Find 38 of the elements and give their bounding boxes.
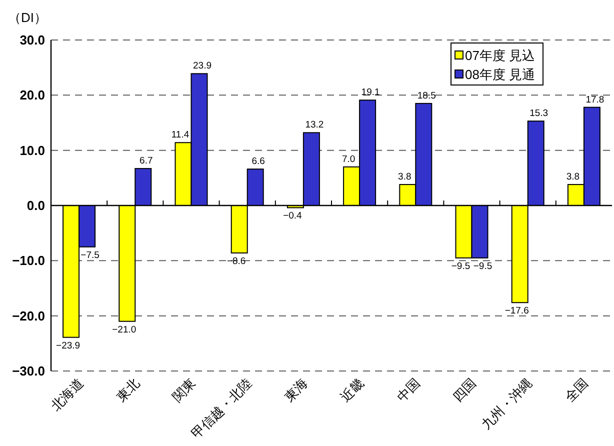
data-label: 3.8 [398,172,412,183]
y-axis-title: （DI） [8,10,47,25]
y-tick-label: 10.0 [20,142,45,158]
data-label: −9.5 [473,260,492,272]
data-label: 13.2 [305,120,324,131]
x-tick-label: 四国 [450,376,479,405]
y-tick-label: −20.0 [12,308,45,324]
data-label: 7.0 [342,154,356,165]
x-tick-label: 全国 [562,376,592,405]
data-label: −8.6 [226,256,246,267]
y-tick-label: −10.0 [12,253,45,268]
data-label: 15.3 [530,108,548,120]
data-label: 3.8 [566,172,580,183]
data-label: −21.0 [112,324,136,336]
data-label: 18.5 [417,90,436,102]
legend-label: 08年度 見通 [465,67,536,82]
y-tick-label: 30.0 [20,32,45,48]
x-tick-label: 東北 [113,376,142,405]
data-label: −9.5 [451,260,470,272]
y-tick-label: −30.0 [12,364,45,378]
x-tick-label: 中国 [394,376,423,405]
data-label: 11.4 [171,130,190,141]
data-label: 23.9 [193,60,212,72]
data-label: −7.5 [80,250,100,261]
y-tick-label: 20.0 [20,88,45,103]
data-label: −23.9 [56,340,80,352]
data-label: 6.6 [252,156,265,168]
x-tick-label: 関東 [169,376,198,405]
x-tick-label: 近畿 [338,376,367,405]
data-label: −0.4 [283,210,302,222]
y-tick-label: 0.0 [26,198,45,213]
x-tick-label: 北海道 [48,376,86,414]
legend-label: 07年度 見込 [465,48,536,63]
x-tick-label: 九州・沖縄 [478,376,535,432]
data-label: 6.7 [140,156,153,167]
x-tick-label: 東海 [282,376,311,405]
data-label: 17.8 [586,94,604,106]
data-label: −17.6 [504,306,529,317]
